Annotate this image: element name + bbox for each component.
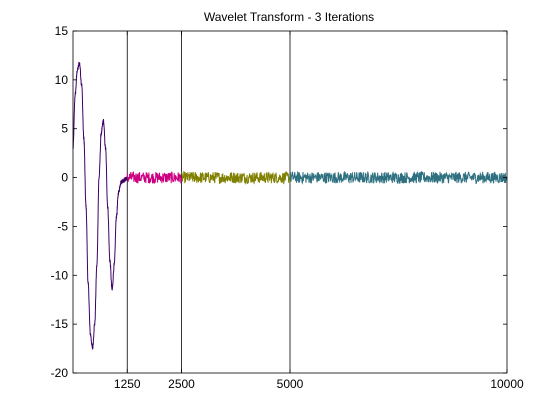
series-line-4: [289, 170, 508, 185]
y-tick-label: 0: [61, 171, 68, 185]
y-tick-label: 10: [55, 73, 69, 87]
y-tick-label: -10: [51, 268, 69, 282]
y-tick-label: 5: [61, 122, 68, 136]
chart-title: Wavelet Transform - 3 Iterations: [204, 10, 374, 24]
segment-dividers: [126, 31, 291, 373]
y-tick-label: -20: [51, 366, 69, 380]
y-tick-label: -5: [57, 219, 68, 233]
x-tick-label: 10000: [490, 377, 524, 391]
x-tick-label: 2500: [168, 377, 195, 391]
y-axis-ticks: -20 -15 -10 -5 0 5 10 15: [51, 24, 507, 380]
y-tick-label: 15: [55, 24, 69, 38]
y-tick-label: -15: [51, 317, 69, 331]
x-tick-label: 1250: [114, 377, 141, 391]
series-line-2: [126, 171, 182, 185]
x-tick-label: 5000: [277, 377, 304, 391]
series-layer: [72, 61, 508, 350]
series-line-1: [72, 61, 128, 350]
series-line-3: [181, 170, 291, 186]
x-axis-ticks: 1250 2500 5000 10000: [114, 31, 524, 391]
